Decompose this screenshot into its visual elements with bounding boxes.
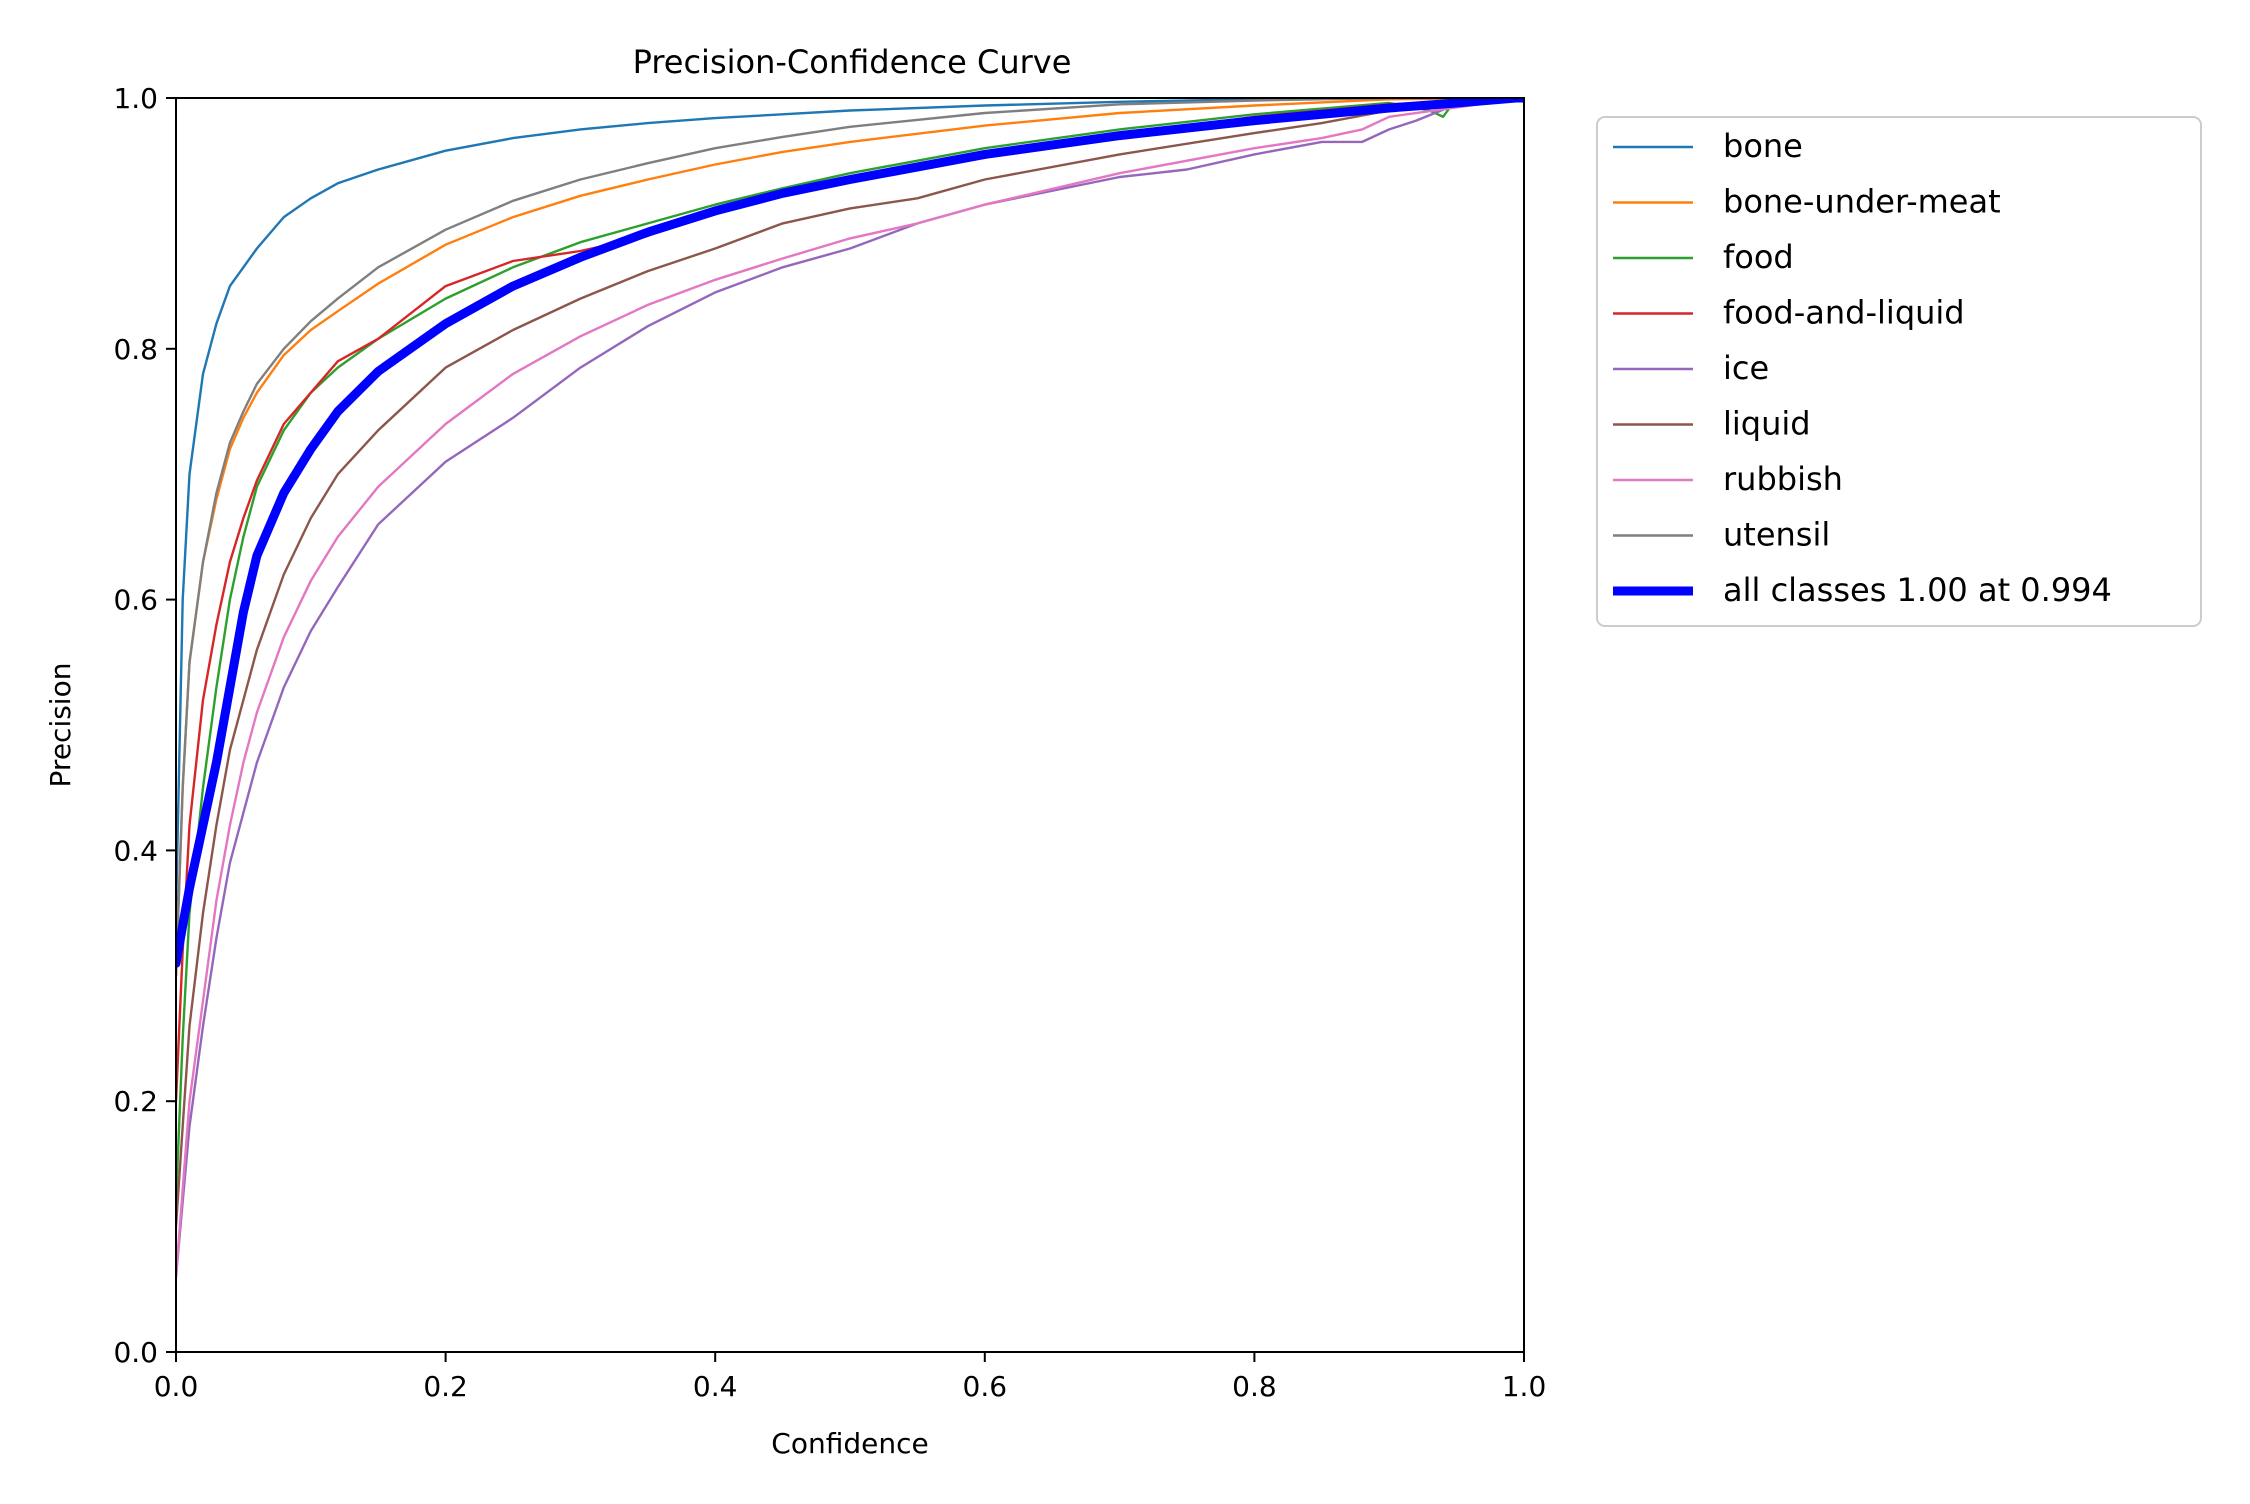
plot-area: [175, 97, 1525, 1353]
legend-label: liquid: [1723, 405, 1811, 443]
y-tick-label: 0.0: [113, 1336, 158, 1369]
series-line-liquid: [176, 98, 1524, 1228]
x-tick-label: 1.0: [1502, 1370, 1547, 1403]
y-tick-label: 0.8: [113, 333, 158, 366]
x-tick-label: 0.8: [1232, 1370, 1277, 1403]
legend-label: bone: [1723, 127, 1803, 165]
x-tick-label: 0.0: [154, 1370, 199, 1403]
x-axis-label: Confidence: [771, 1427, 928, 1460]
y-axis-label: Precision: [44, 663, 77, 788]
x-tick-label: 0.4: [693, 1370, 738, 1403]
plot-frame: [175, 97, 1525, 1353]
series-line-all-classes-1-00-at-0-994: [176, 98, 1524, 968]
x-tick-label: 0.2: [423, 1370, 468, 1403]
legend-label: food: [1723, 238, 1794, 276]
series-line-rubbish: [176, 98, 1524, 1279]
series-layer: [176, 98, 1524, 1279]
series-line-bone: [176, 98, 1524, 915]
series-line-ice: [176, 98, 1524, 1279]
legend-label: utensil: [1723, 516, 1830, 554]
x-tick-label: 0.6: [963, 1370, 1008, 1403]
legend: bone bone-under-meat food food-and-liquid ic…: [1596, 116, 2202, 627]
legend-items: bone bone-under-meat food food-and-liquid ic…: [1613, 127, 2112, 609]
y-tick-label: 0.4: [113, 834, 158, 867]
series-line-utensil: [176, 98, 1524, 977]
legend-box: [1596, 116, 2202, 627]
y-tick-label: 0.6: [113, 584, 158, 617]
legend-label: bone-under-meat: [1723, 183, 2001, 221]
legend-label: food-and-liquid: [1723, 294, 1965, 332]
y-tick-label: 1.0: [113, 82, 158, 115]
legend-label: rubbish: [1723, 460, 1843, 498]
legend-label: ice: [1723, 349, 1769, 387]
legend-label: all classes 1.00 at 0.994: [1723, 571, 2112, 609]
y-axis: 0.0 0.2 0.4 0.6 0.8 1.0: [113, 82, 176, 1369]
chart-title: Precision-Confidence Curve: [633, 43, 1072, 81]
x-axis: 0.0 0.2 0.4 0.6 0.8 1.0: [154, 1352, 1547, 1403]
y-tick-label: 0.2: [113, 1085, 158, 1118]
series-line-food: [176, 98, 1524, 1203]
